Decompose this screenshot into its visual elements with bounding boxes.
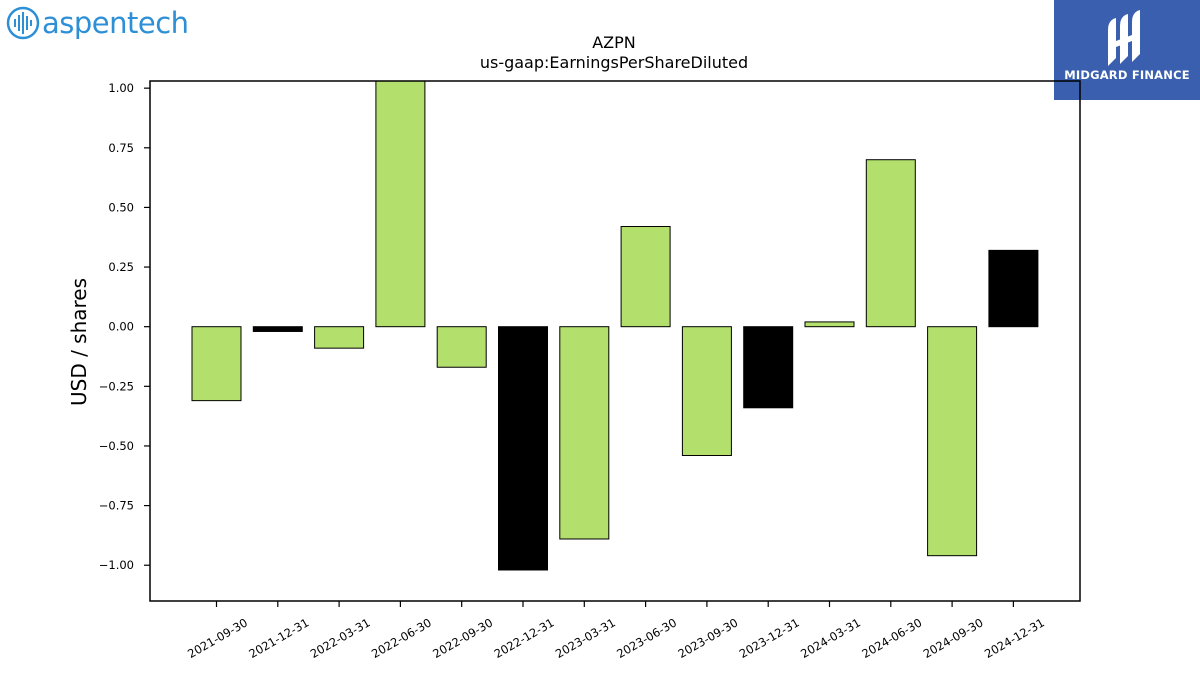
midgard-logo-text: MIDGARD FINANCE — [1064, 68, 1190, 82]
x-tick-label: 2024-06-30 — [859, 615, 924, 661]
bar — [314, 326, 365, 349]
midgard-finance-logo: MIDGARD FINANCE — [1054, 0, 1200, 100]
bar — [191, 326, 242, 402]
x-tick-label: 2023-09-30 — [676, 615, 741, 661]
bar — [988, 249, 1039, 328]
x-tick-label: 2022-09-30 — [430, 615, 495, 661]
x-tick-label: 2023-12-31 — [737, 615, 802, 661]
bar — [252, 326, 303, 332]
bar — [436, 326, 487, 368]
y-axis: 1.00 0.75 0.50 0.25 0.00 −0.25 −0.50 −0.75 −1.00 — [99, 81, 150, 572]
bar — [743, 326, 794, 409]
bar — [681, 326, 732, 456]
y-axis-label: USD / shares — [67, 278, 91, 406]
x-tick-label: 2023-03-31 — [553, 615, 618, 661]
y-tick-label: 1.00 — [108, 81, 134, 95]
y-tick-label: −0.50 — [99, 439, 134, 453]
x-tick-label: 2021-09-30 — [185, 615, 250, 661]
x-tick-label: 2024-12-31 — [982, 615, 1047, 661]
midgard-logo-icon — [1108, 10, 1140, 66]
y-tick-label: 0.75 — [108, 141, 134, 155]
chart-subtitle: us-gaap:EarningsPerShareDiluted — [480, 53, 748, 72]
bar — [559, 326, 610, 540]
x-axis: 2021-09-302021-12-312022-03-312022-06-30… — [185, 601, 1047, 661]
bar — [620, 226, 671, 328]
y-tick-label: 0.00 — [108, 320, 134, 334]
bar — [804, 321, 855, 328]
plot-frame — [149, 80, 1081, 602]
aspentech-logo-icon — [6, 6, 40, 40]
bars-group — [191, 81, 1039, 571]
y-tick-label: −1.00 — [99, 558, 134, 572]
aspentech-logo-text: aspentech — [42, 6, 189, 40]
bar — [375, 81, 426, 328]
x-tick-label: 2022-06-30 — [369, 615, 434, 661]
x-tick-label: 2022-03-31 — [308, 615, 373, 661]
bar — [927, 326, 978, 557]
x-tick-label: 2023-06-30 — [614, 615, 679, 661]
x-tick-label: 2024-09-30 — [921, 615, 986, 661]
y-tick-label: 0.50 — [108, 200, 134, 214]
y-tick-label: −0.75 — [99, 499, 134, 513]
bar — [865, 159, 916, 328]
x-tick-label: 2021-12-31 — [246, 615, 311, 661]
y-tick-label: −0.25 — [99, 379, 134, 393]
chart-title: AZPN — [592, 33, 636, 52]
x-tick-label: 2024-03-31 — [798, 615, 863, 661]
aspentech-logo: aspentech — [6, 4, 189, 42]
bar — [498, 326, 548, 571]
x-tick-label: 2022-12-31 — [492, 615, 557, 661]
y-tick-label: 0.25 — [108, 260, 134, 274]
